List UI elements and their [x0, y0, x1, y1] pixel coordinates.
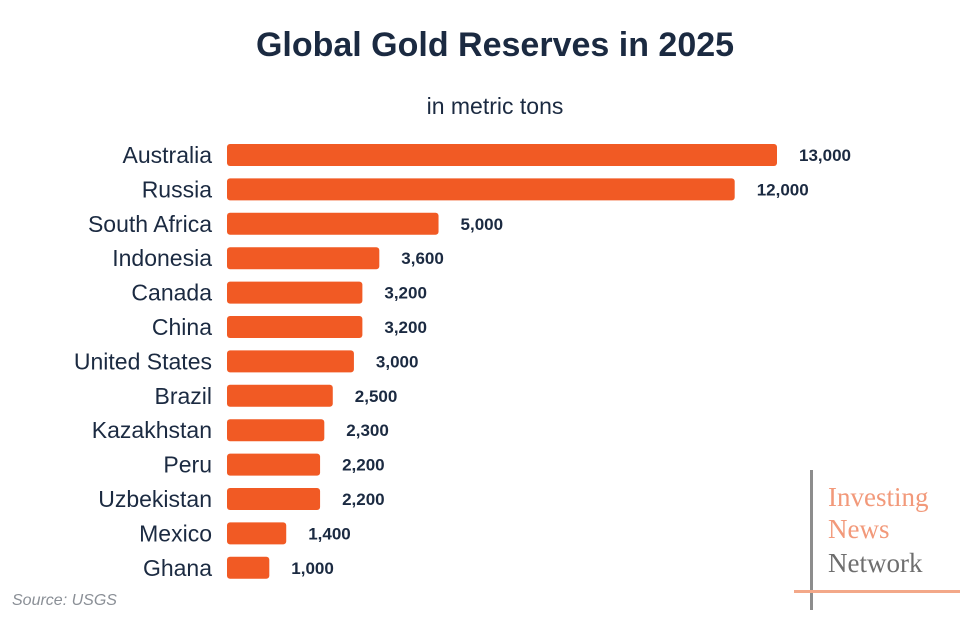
bar-ghana: [227, 556, 270, 579]
bar-russia: [227, 178, 735, 201]
value-label: 1,000: [291, 559, 334, 578]
logo-vertical-rule: [810, 470, 813, 610]
category-label: Peru: [163, 452, 212, 478]
value-label: 2,500: [355, 387, 398, 406]
category-label: Australia: [123, 142, 213, 168]
chart-title: Global Gold Reserves in 2025: [255, 26, 735, 64]
chart-subtitle: in metric tons: [426, 93, 564, 119]
category-label: South Africa: [88, 211, 212, 237]
logo-word-investing: Investing: [828, 482, 929, 512]
category-label: China: [152, 314, 212, 340]
bar-united-states: [227, 350, 354, 373]
investing-news-network-logo: Investing News Network: [786, 470, 966, 610]
value-label: 3,200: [384, 318, 427, 337]
value-label: 1,400: [308, 524, 351, 543]
value-label: 3,600: [401, 249, 444, 268]
logo-word-network: Network: [828, 548, 923, 578]
value-label: 2,200: [342, 456, 385, 475]
source-note: Source: USGS: [12, 592, 117, 609]
bar-australia: [227, 144, 777, 166]
value-label: 2,200: [342, 490, 385, 509]
bar-kazakhstan: [227, 419, 325, 442]
category-label: Canada: [131, 280, 212, 306]
bar-south-africa: [227, 212, 439, 235]
bar-peru: [227, 453, 321, 476]
value-label: 3,200: [384, 284, 427, 303]
value-label: 13,000: [799, 146, 851, 165]
logo-word-news: News: [828, 514, 890, 544]
category-label: Mexico: [139, 520, 212, 546]
logo-horizontal-rule: [794, 590, 960, 593]
category-label: Ghana: [143, 555, 212, 581]
category-label: Brazil: [154, 383, 212, 409]
category-label: Indonesia: [112, 245, 212, 271]
value-label: 3,000: [376, 352, 419, 371]
value-label: 12,000: [757, 180, 809, 199]
category-label: Russia: [142, 176, 213, 202]
bar-brazil: [227, 384, 333, 407]
category-label: Uzbekistan: [98, 486, 212, 512]
value-label: 5,000: [461, 215, 504, 234]
bar-uzbekistan: [227, 488, 321, 510]
bar-indonesia: [227, 247, 380, 270]
bar-canada: [227, 281, 363, 304]
category-label: Kazakhstan: [92, 417, 212, 443]
value-label: 2,300: [346, 421, 389, 440]
bar-mexico: [227, 522, 287, 545]
category-label: United States: [74, 348, 212, 374]
bar-china: [227, 316, 363, 338]
